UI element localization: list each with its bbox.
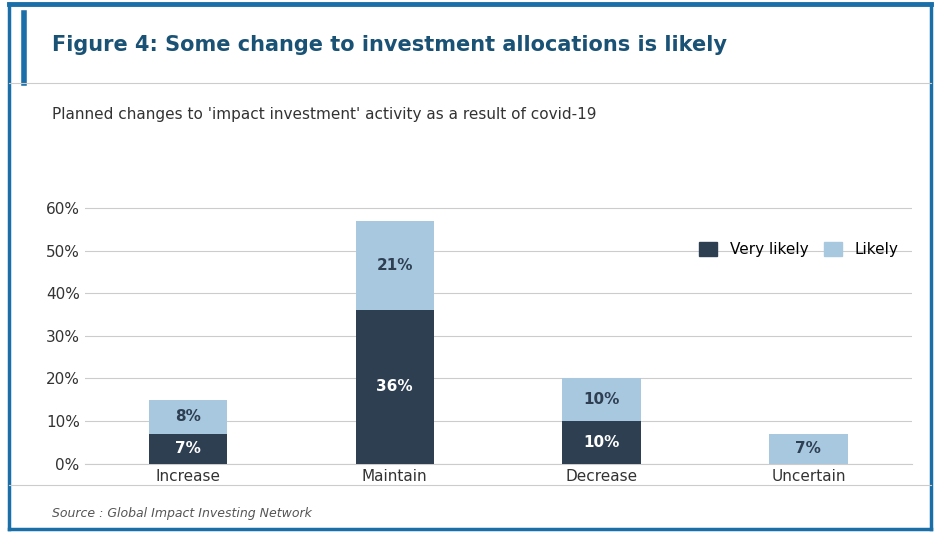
Text: 8%: 8% — [175, 409, 201, 424]
Bar — [562, 421, 641, 464]
Text: Planned changes to 'impact investment' activity as a result of covid-19: Planned changes to 'impact investment' a… — [52, 107, 596, 122]
Text: 7%: 7% — [795, 441, 822, 456]
Bar — [769, 434, 848, 464]
Bar — [149, 400, 227, 434]
Text: Figure 4: Some change to investment allocations is likely: Figure 4: Some change to investment allo… — [52, 35, 727, 55]
Text: Source : Global Impact Investing Network: Source : Global Impact Investing Network — [52, 507, 311, 520]
Text: 10%: 10% — [584, 435, 619, 450]
Text: 21%: 21% — [377, 258, 413, 273]
Text: 7%: 7% — [175, 441, 201, 456]
Bar — [149, 434, 227, 464]
Bar — [355, 310, 434, 464]
Bar — [562, 378, 641, 421]
Text: 36%: 36% — [377, 379, 413, 394]
Bar — [355, 221, 434, 310]
Legend: Very likely, Likely: Very likely, Likely — [693, 236, 904, 263]
Text: 10%: 10% — [584, 392, 619, 407]
